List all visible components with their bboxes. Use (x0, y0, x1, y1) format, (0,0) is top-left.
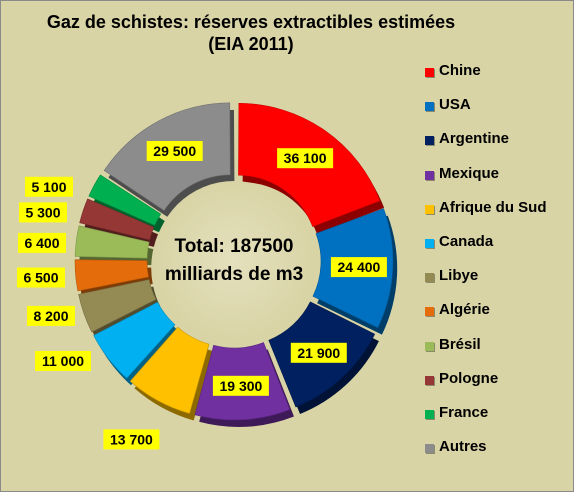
chart-title-line-1: Gaz de schistes: réserves extractibles e… (46, 12, 456, 32)
data-label-canada: 11 000 (35, 351, 91, 371)
data-label-box-argentine (290, 342, 347, 363)
labels-layer: 36 100 24 400 21 900 19 300 13 700 11 000 8 20… (17, 141, 387, 450)
legend-swatch (425, 204, 434, 214)
legend-label: Argentine (439, 130, 510, 148)
data-label-box-algerie (17, 267, 65, 288)
data-label-argentine: 21 900 (290, 342, 347, 363)
legend-item-argentine: Argentine (425, 129, 571, 163)
legend-swatch (425, 341, 434, 351)
legend-label: Libye (439, 267, 479, 285)
data-label-text-autres: 29 500 (153, 143, 196, 159)
slice-algerie (74, 259, 149, 292)
legend-item-afrique-du-sud: Afrique du Sud (425, 198, 571, 232)
slice-canada (93, 301, 176, 379)
data-label-afrique-du-sud: 13 700 (103, 429, 160, 450)
data-label-box-usa (330, 257, 387, 278)
data-label-box-mexique (212, 375, 269, 396)
data-label-box-pologne (19, 202, 67, 223)
data-label-france: 5 100 (25, 176, 73, 197)
data-label-libye: 8 200 (27, 305, 75, 326)
data-label-text-france: 5 100 (31, 179, 66, 195)
legend-item-libye: Libye (425, 266, 571, 300)
legend-item-bresil: Brésil (425, 335, 571, 369)
data-label-text-bresil: 6 400 (24, 235, 59, 251)
slice-france (88, 174, 162, 226)
legend-swatch (425, 409, 434, 419)
legend-item-canada: Canada (425, 232, 571, 266)
data-label-usa: 24 400 (330, 257, 387, 278)
chart-title-line-2: (EIA 2011) (208, 34, 294, 54)
center-total-line-2: milliards de m3 (165, 264, 303, 285)
legend-swatch (425, 307, 434, 317)
legend-label: Algérie (439, 301, 490, 319)
data-label-text-pologne: 5 300 (25, 204, 60, 220)
data-label-box-libye (27, 305, 75, 326)
data-label-text-mexique: 19 300 (219, 378, 262, 394)
legend-swatch (425, 238, 434, 248)
legend-label: Brésil (439, 335, 481, 353)
legend-label: Autres (439, 438, 487, 456)
data-label-box-autres (146, 141, 203, 161)
legend-label: Canada (439, 232, 494, 250)
legend-item-france: France (425, 403, 571, 437)
legend-item-mexique: Mexique (425, 164, 571, 198)
data-label-text-chine: 36 100 (284, 150, 327, 166)
legend-label: Afrique du Sud (439, 198, 547, 216)
slice-libye (78, 279, 157, 333)
legend-label: Pologne (439, 369, 499, 387)
data-label-algerie: 6 500 (17, 267, 65, 288)
legend-swatch (425, 102, 434, 112)
data-label-text-usa: 24 400 (337, 259, 380, 275)
chart-title: Gaz de schistes: réserves extractibles e… (1, 11, 501, 55)
legend-swatch (425, 375, 434, 385)
data-label-box-chine (277, 148, 334, 169)
data-label-mexique: 19 300 (212, 375, 269, 396)
legend-swatch (425, 444, 434, 454)
legend-swatch (425, 273, 434, 283)
data-label-box-bresil (18, 232, 66, 253)
slices-layer (74, 102, 398, 427)
slice-afrique-du-sud (129, 326, 210, 414)
legend-item-pologne: Pologne (425, 369, 571, 403)
legend-item-autres: Autres (425, 437, 571, 471)
legend-swatch (425, 68, 434, 77)
data-label-box-canada (35, 351, 91, 371)
data-label-bresil: 6 400 (18, 232, 66, 253)
data-label-box-france (25, 176, 73, 197)
legend-label: Chine (439, 62, 481, 79)
data-label-chine: 36 100 (277, 148, 334, 169)
center-total-line-1: Total: 187500 (175, 236, 294, 257)
legend-label: Mexique (439, 164, 500, 182)
donut-hole (154, 181, 314, 341)
legend-item-usa: USA (425, 95, 571, 129)
slice-pologne (79, 198, 155, 241)
slice-bresil (74, 225, 150, 259)
legend-swatch (425, 170, 434, 180)
data-label-pologne: 5 300 (19, 202, 67, 223)
legend-label: France (439, 403, 489, 421)
legend-label: USA (439, 96, 471, 114)
data-label-text-canada: 11 000 (42, 353, 84, 369)
data-label-text-algerie: 6 500 (23, 270, 58, 286)
data-label-box-afrique-du-sud (103, 429, 160, 450)
legend-swatch (425, 136, 434, 146)
legend: Chine USA Argentine Mexique Afrique du Sud Ca… (425, 61, 571, 471)
legend-item-algerie: Algérie (425, 300, 571, 334)
data-label-autres: 29 500 (146, 141, 203, 161)
data-label-text-argentine: 21 900 (297, 345, 340, 361)
data-label-text-afrique-du-sud: 13 700 (110, 431, 153, 447)
legend-item-chine: Chine (425, 61, 571, 95)
data-label-text-libye: 8 200 (33, 308, 68, 324)
